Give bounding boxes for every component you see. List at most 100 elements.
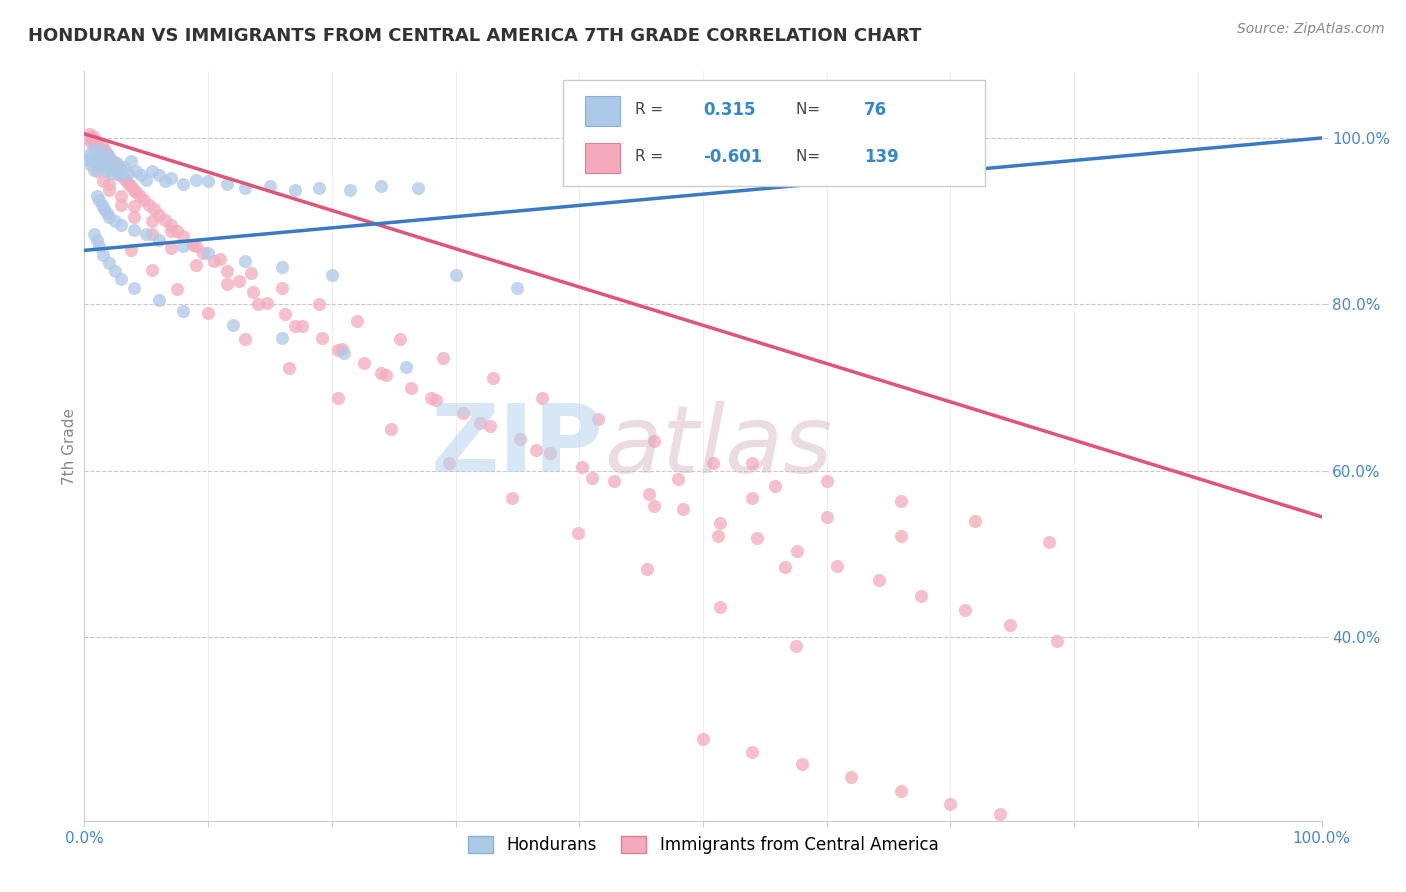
Point: [274, 308, 297, 322]
Point: [184, 239, 207, 253]
Point: [672, 502, 695, 516]
Point: [571, 459, 593, 474]
Point: [79, 158, 101, 172]
Point: [506, 281, 529, 295]
Point: [110, 197, 132, 211]
Point: [481, 370, 503, 384]
Point: [184, 172, 207, 186]
Point: [112, 160, 135, 174]
Point: [83, 162, 105, 177]
Point: [98, 156, 121, 170]
Point: [98, 183, 121, 197]
Point: [120, 154, 142, 169]
Point: [890, 494, 912, 508]
Point: [91, 149, 114, 163]
Point: [432, 351, 454, 365]
Point: [103, 160, 125, 174]
Point: [259, 179, 281, 194]
Point: [96, 158, 118, 172]
Point: [747, 531, 769, 545]
Point: [790, 757, 813, 772]
Point: [1046, 633, 1069, 648]
Point: [129, 169, 152, 183]
Point: [172, 177, 194, 191]
Point: [786, 544, 808, 558]
Point: [233, 333, 256, 347]
Point: [184, 258, 207, 272]
Point: [77, 131, 100, 145]
Point: [890, 529, 912, 543]
Point: [181, 237, 204, 252]
Point: [160, 224, 183, 238]
Point: [172, 304, 194, 318]
Point: [104, 214, 127, 228]
Point: [501, 491, 523, 505]
Point: [84, 152, 107, 166]
Point: [1038, 534, 1060, 549]
Point: [89, 239, 111, 253]
Point: [370, 366, 392, 380]
Point: [246, 297, 269, 311]
Point: [80, 154, 103, 169]
Y-axis label: 7th Grade: 7th Grade: [62, 408, 77, 484]
Point: [277, 360, 299, 375]
Point: [93, 154, 115, 169]
Point: [86, 189, 108, 203]
Point: [97, 147, 120, 161]
Point: [388, 333, 411, 347]
Point: [567, 525, 589, 540]
Point: [135, 227, 157, 241]
Point: [153, 174, 176, 188]
Point: [98, 152, 121, 166]
Point: [117, 166, 139, 180]
Text: N=: N=: [796, 149, 825, 164]
Point: [141, 227, 163, 241]
Point: [160, 241, 183, 255]
Point: [202, 254, 225, 268]
Point: [581, 470, 603, 484]
Point: [97, 147, 120, 161]
Point: [326, 343, 349, 358]
Point: [308, 181, 330, 195]
Point: [637, 487, 659, 501]
Point: [110, 164, 132, 178]
Point: [709, 599, 731, 614]
Point: [215, 177, 238, 191]
Point: [122, 222, 145, 236]
Point: [148, 208, 170, 222]
Point: [86, 135, 108, 149]
Point: [271, 281, 294, 295]
Point: [79, 135, 101, 149]
Point: [104, 264, 127, 278]
Point: [94, 164, 117, 178]
Point: [87, 147, 110, 161]
Point: [321, 268, 343, 283]
Point: [142, 202, 165, 216]
Bar: [585, 96, 620, 127]
Point: [209, 252, 232, 266]
Point: [98, 162, 121, 177]
Point: [910, 589, 932, 603]
Point: [603, 474, 626, 488]
Text: R =: R =: [636, 103, 668, 117]
Point: [311, 331, 333, 345]
Point: [172, 239, 194, 253]
Point: [120, 179, 142, 194]
Point: [110, 189, 132, 203]
Text: HONDURAN VS IMMIGRANTS FROM CENTRAL AMERICA 7TH GRADE CORRELATION CHART: HONDURAN VS IMMIGRANTS FROM CENTRAL AMER…: [28, 27, 921, 45]
Point: [141, 164, 163, 178]
Point: [90, 139, 112, 153]
Point: [330, 343, 353, 357]
Point: [868, 573, 890, 587]
Point: [93, 202, 115, 216]
Point: [707, 529, 730, 543]
Point: [87, 141, 110, 155]
Point: [82, 144, 104, 158]
Point: [815, 474, 838, 488]
Point: [375, 368, 398, 383]
Point: [166, 283, 188, 297]
Point: [586, 411, 609, 425]
Point: [122, 183, 145, 197]
Point: [815, 509, 838, 524]
Text: R =: R =: [636, 149, 668, 164]
